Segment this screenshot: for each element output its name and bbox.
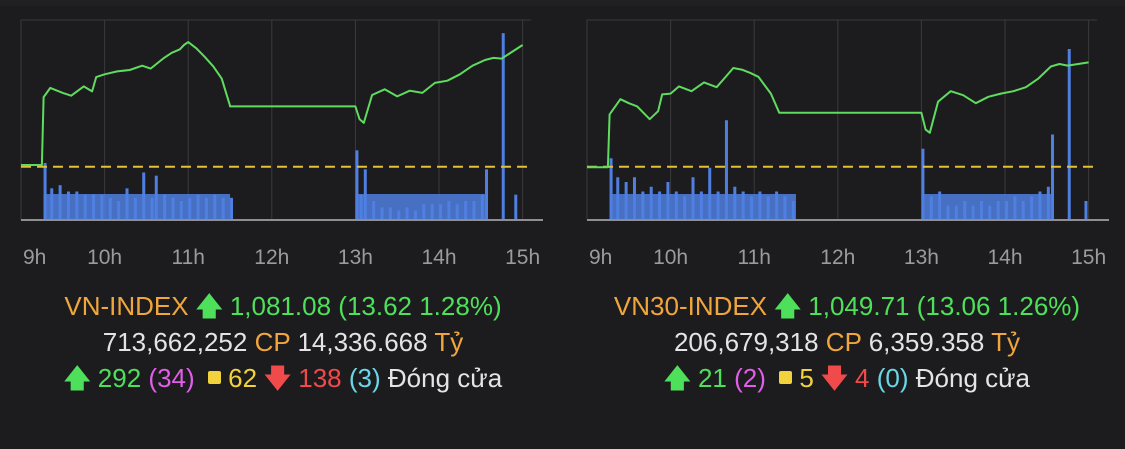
index-name: VN30-INDEX <box>613 291 768 321</box>
volume-bar <box>1051 134 1055 220</box>
volume-unit: CP <box>254 327 291 357</box>
volume-bar <box>355 150 359 220</box>
x-tick-label: 13h <box>338 246 373 269</box>
volume-band <box>43 194 231 220</box>
advancers-count: 21 <box>697 363 727 393</box>
volume-bar <box>708 167 712 220</box>
unchanged-count: 5 <box>799 363 814 393</box>
volume-line: 713,662,252 CP 14,336.668 Tỷ <box>3 324 563 360</box>
index-line: VN30-INDEX 🡅 1,049.71 (13.06 1.26%) <box>567 288 1125 324</box>
floor-count: (3) <box>348 363 381 393</box>
volume-unit: CP <box>825 327 862 357</box>
x-tick-label: 12h <box>820 246 855 269</box>
volume-line: 206,679,318 CP 6,359.358 Tỷ <box>567 324 1125 360</box>
top-band <box>0 0 1125 6</box>
x-tick-label: 15h <box>1071 246 1106 269</box>
volume-bar <box>501 33 505 220</box>
x-tick-label: 9h <box>589 246 612 269</box>
index-value: 1,081.08 <box>229 291 332 321</box>
decliners-count: 138 <box>298 363 342 393</box>
vn-index-chart-panel: 9h 10h 11h 12h 13h 14h 15h <box>20 19 543 300</box>
x-tick-label: 11h <box>171 246 204 269</box>
volume-band <box>609 194 797 220</box>
floor-count: (0) <box>876 363 909 393</box>
unchanged-count: 62 <box>228 363 258 393</box>
volume-bar <box>921 148 925 220</box>
volume-value: 206,679,318 <box>673 327 819 357</box>
volume-bar <box>43 163 47 220</box>
up-arrow-icon: 🡅 <box>195 291 223 321</box>
up-arrow-icon: 🡅 <box>63 363 91 393</box>
up-arrow-icon: 🡅 <box>663 363 691 393</box>
x-tick-label: 14h <box>988 246 1023 269</box>
volume-bar <box>514 194 518 220</box>
up-arrow-icon: 🡅 <box>774 291 802 321</box>
index-name: VN-INDEX <box>64 291 189 321</box>
ceiling-count: (34) <box>148 363 195 393</box>
turnover-value: 6,359.358 <box>868 327 985 357</box>
volume-value: 713,662,252 <box>102 327 248 357</box>
volume-bar <box>724 120 728 220</box>
index-change: (13.06 1.26%) <box>916 291 1081 321</box>
market-status: Đóng cửa <box>387 363 503 393</box>
x-tick-label: 11h <box>737 246 770 269</box>
x-tick-label: 12h <box>254 246 289 269</box>
down-arrow-icon: 🡇 <box>264 363 292 393</box>
price-line <box>587 61 1089 169</box>
ceiling-count: (2) <box>734 363 766 393</box>
index-change: (13.62 1.28%) <box>338 291 502 321</box>
price-line <box>21 41 524 166</box>
decliners-count: 4 <box>855 363 870 393</box>
volume-bar <box>230 197 234 220</box>
yellow-square-icon <box>207 371 221 384</box>
down-arrow-icon: 🡇 <box>821 363 848 393</box>
volume-band <box>355 194 486 220</box>
turnover-value: 14,336.668 <box>297 327 428 357</box>
volume-bar <box>1067 49 1071 220</box>
x-tick-label: 15h <box>505 246 540 269</box>
index-value: 1,049.71 <box>808 291 910 321</box>
vn30-index-chart: 9h 10h 11h 12h 13h 14h 15h <box>586 19 1109 269</box>
breadth-line: 🡅 21 (2) 5 🡇 4 (0) Đóng cửa <box>567 360 1125 396</box>
x-tick-label: 13h <box>904 246 939 269</box>
vn30-index-summary: VN30-INDEX 🡅 1,049.71 (13.06 1.26%) 206,… <box>567 288 1125 396</box>
volume-bar <box>1084 201 1088 220</box>
advancers-count: 292 <box>97 363 142 393</box>
market-status: Đóng cửa <box>915 363 1030 393</box>
vn-index-chart: 9h 10h 11h 12h 13h 14h 15h <box>20 19 543 269</box>
breadth-line: 🡅 292 (34) 62 🡇 138 (3) Đóng cửa <box>3 360 563 396</box>
turnover-unit: Tỷ <box>434 327 464 357</box>
x-tick-label: 14h <box>422 246 457 269</box>
yellow-square-icon <box>779 371 793 384</box>
x-tick-label: 9h <box>23 246 46 269</box>
volume-bar <box>609 158 613 220</box>
vn30-index-chart-panel: 9h 10h 11h 12h 13h 14h 15h <box>586 19 1109 300</box>
volume-bar <box>485 169 489 220</box>
vn-index-summary: VN-INDEX 🡅 1,081.08 (13.62 1.28%) 713,66… <box>3 288 563 396</box>
turnover-unit: Tỷ <box>991 327 1021 357</box>
index-line: VN-INDEX 🡅 1,081.08 (13.62 1.28%) <box>3 288 563 324</box>
x-tick-label: 10h <box>87 246 122 269</box>
volume-band <box>921 194 1052 220</box>
x-tick-label: 10h <box>653 246 688 269</box>
